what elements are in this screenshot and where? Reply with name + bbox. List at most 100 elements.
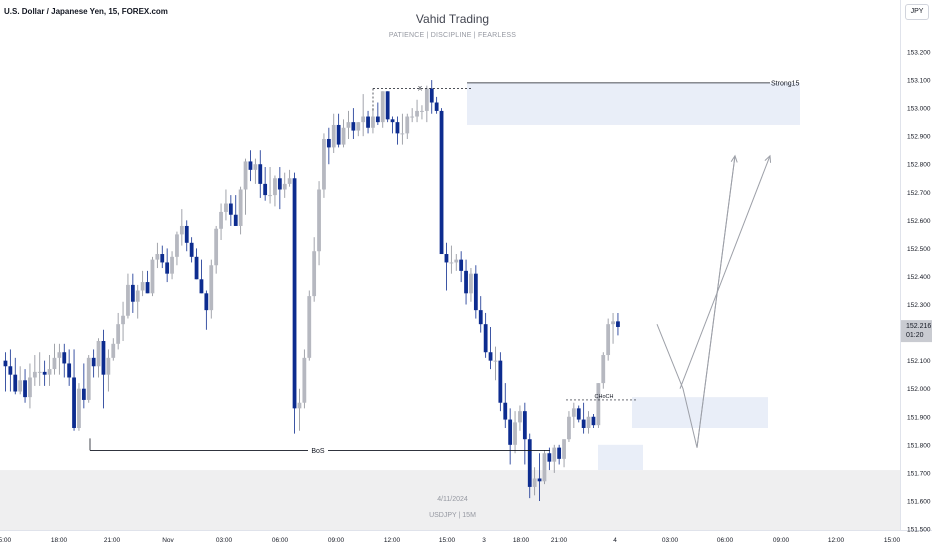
candle [263,167,268,201]
candle [576,405,581,423]
candle [126,273,130,319]
projection-arrow-1-head [730,154,738,163]
candle-body [547,453,552,462]
candle [297,388,302,431]
candle [464,259,468,305]
candle-body [429,88,434,103]
candle [366,110,370,134]
candle-body [562,439,566,459]
currency-button[interactable]: JPY [905,4,929,20]
candle [23,369,27,403]
candle [204,290,209,330]
candle [346,110,351,139]
zone-0 [467,82,800,125]
x-tick-label: 03:00 [662,537,679,544]
candle [326,127,331,165]
candle-body [341,127,346,145]
candle-body [86,357,91,400]
candle-body [184,225,189,243]
candle [508,408,513,465]
candle [532,467,537,496]
candle [493,346,498,381]
candle-body [243,161,248,190]
y-tick-label: 151.800 [907,442,931,449]
candle-body [591,416,596,426]
watermark-date: 4/11/2024 [437,496,468,503]
x-level-label: X [418,86,422,92]
candle-body [493,360,498,362]
projection-arrow-2-head [764,154,772,163]
candle-body [155,254,160,260]
candle [32,355,37,386]
candle-body [121,315,125,325]
candle-body [424,88,429,111]
candle-body [81,388,86,400]
candle-body [601,355,606,384]
candle [371,108,375,134]
candle [503,383,508,428]
candle-body [410,116,415,118]
candle [420,105,424,120]
candle-body [297,402,302,409]
candle-body [263,183,268,196]
candle [498,352,503,412]
candle-body [586,416,591,428]
x-tick-label: 3 [482,537,486,544]
x-tick-label: 4 [613,537,617,544]
y-tick-label: 152.000 [907,386,931,393]
candle [282,172,287,198]
candle-body [170,256,174,274]
candle-body [449,262,454,264]
candle [273,175,277,207]
candle [238,186,243,235]
candle-body [444,254,449,263]
candle [145,270,150,294]
candle [473,265,478,319]
candle-body [130,284,135,302]
candle [351,108,356,139]
candle [179,209,184,246]
candle-body [224,203,228,212]
candle [449,245,454,274]
candle-body [420,110,424,112]
candle-body [219,211,223,229]
candle [395,116,400,145]
candle [537,453,542,501]
candle-body [106,357,111,375]
y-tick-label: 152.900 [907,134,931,141]
candle-body [135,290,140,302]
candle-body [375,116,380,123]
projection-arrow-1 [696,155,736,448]
candle-body [57,352,62,358]
candle [258,150,263,198]
candle-body [165,262,170,274]
candle-body [567,416,571,440]
candle [478,296,483,333]
x-tick-label: Nov [162,537,174,544]
candle [199,259,204,294]
candle [135,284,140,319]
candle-body [292,178,297,409]
candle-body [346,122,351,128]
candle [57,343,62,375]
y-tick-label: 152.300 [907,302,931,309]
x-tick-label: 15:00 [884,537,901,544]
candle [287,169,292,187]
candle-body [483,324,488,353]
candle-body [464,270,468,294]
watermark-subtitle: PATIENCE | DISCIPLINE | FEARLESS [388,32,517,39]
candle-body [238,189,243,226]
y-tick-label: 153.100 [907,78,931,85]
last-price-label: 152.216 01:20 [901,320,932,343]
strong15-label: Strong15 [771,80,800,87]
candle-body [199,279,204,294]
candle [601,352,606,389]
y-tick-label: 151.900 [907,414,931,421]
candle [454,254,459,271]
candle [62,343,67,378]
candle [72,349,76,431]
candle [130,273,135,313]
candle [562,439,566,468]
candle [341,119,346,148]
